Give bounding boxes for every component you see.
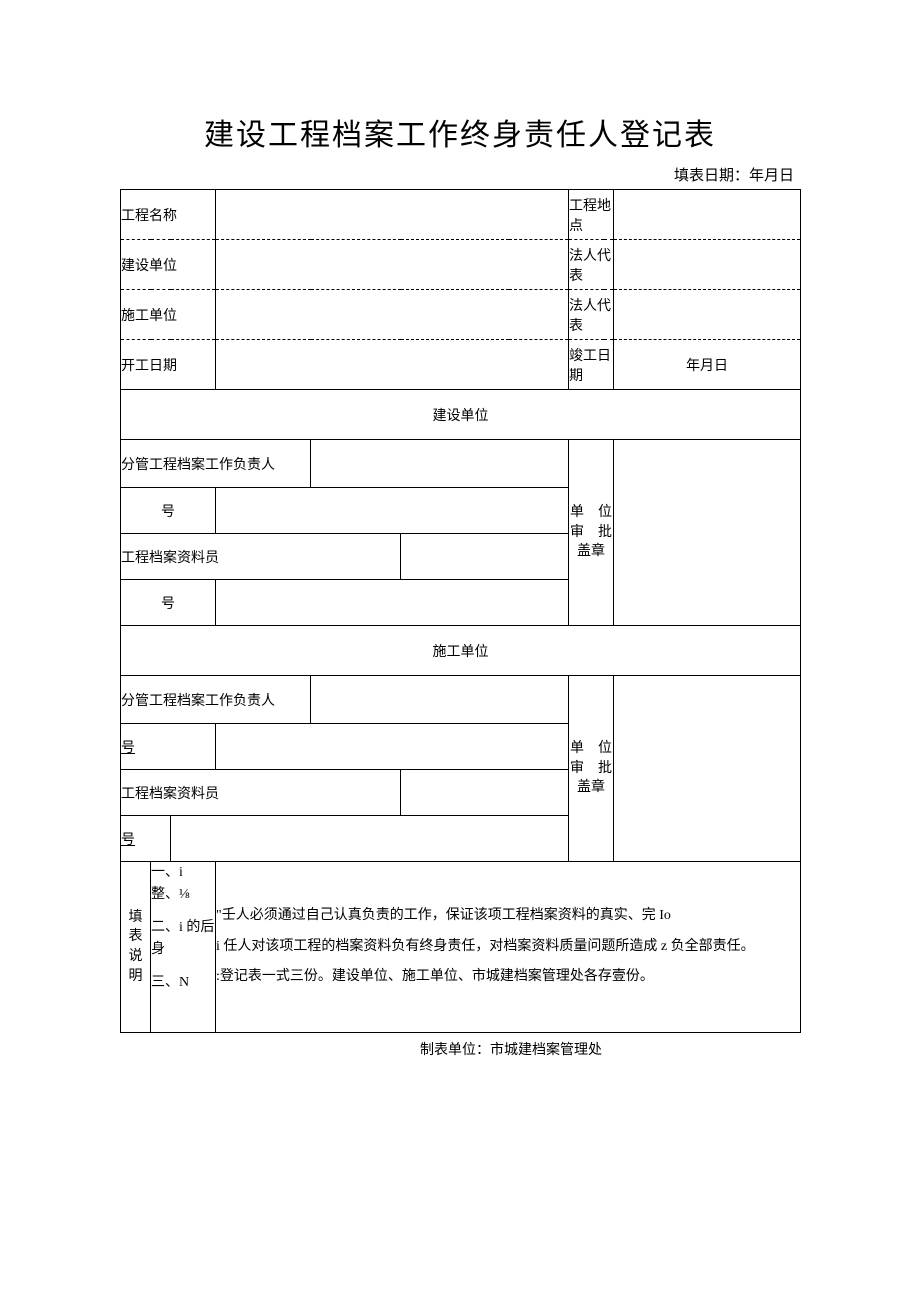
label-const-unit: 施工单位 [121,290,216,340]
label-build-seal: 单 位 审 批 盖章 [569,440,614,626]
desc-line-2: i 任人对该项工程的档案资料负有终身责任，对档案资料质量问题所造成 z 负全部责… [216,932,800,963]
value-const-unit [216,290,569,340]
value-project-name [216,190,569,240]
value-const-seal [614,676,801,862]
desc-left-2: 整、⅛ [151,884,215,906]
desc-line-1: "壬人必须通过自己认真负责的工作，保证该项工程档案资料的真实、完 Io [216,901,800,932]
value-const-no2 [171,816,569,862]
page-title: 建设工程档案工作终身责任人登记表 [120,110,800,154]
desc-left-3: 二、i 的后身 [151,917,215,962]
value-build-clerk [401,534,569,580]
label-build-unit: 建设单位 [121,240,216,290]
seal-line3b: 盖章 [569,778,613,798]
value-const-manager [311,676,569,724]
desc-line-3: :登记表一式三份。建设单位、施工单位、市城建档案管理处各存壹份。 [216,962,800,993]
seal-line1b: 单 位 [569,739,613,759]
label-build-manager: 分管工程档案工作负责人 [121,440,311,488]
fill-date-label: 填表日期：年月日 [120,164,800,185]
value-end-date: 年月日 [614,340,801,390]
label-start-date: 开工日期 [121,340,216,390]
form-table: 工程名称 工程地点 建设单位 法人代表 施工单位 法人代表 开工日期 竣工日期 … [120,189,801,1033]
label-end-date: 竣工日期 [569,340,614,390]
label-const-no2: 号 [121,816,171,862]
value-legal-rep-2 [614,290,801,340]
label-const-clerk: 工程档案资料员 [121,770,401,816]
desc-left-col: 一、i 整、⅛ 二、i 的后身 三、N [151,862,216,1033]
value-build-no2 [216,580,569,626]
desc-right-col: "壬人必须通过自己认真负责的工作，保证该项工程档案资料的真实、完 Io i 任人… [216,862,801,1033]
seal-line1: 单 位 [569,503,613,523]
label-project-name: 工程名称 [121,190,216,240]
value-build-no1 [216,488,569,534]
seal-line2b: 审 批 [569,759,613,779]
value-build-manager [311,440,569,488]
desc-left-1: 一、i [151,862,215,884]
value-const-no1 [216,724,569,770]
label-const-no1: 号 [121,724,216,770]
desc-left-4: 三、N [151,972,215,994]
value-legal-rep-1 [614,240,801,290]
label-legal-rep-1: 法人代表 [569,240,614,290]
section-build-header: 建设单位 [121,390,801,440]
section-const-header: 施工单位 [121,626,801,676]
value-start-date [216,340,569,390]
label-description-head: 填表说明 [121,862,151,1033]
value-build-seal [614,440,801,626]
value-const-clerk [401,770,569,816]
label-build-no1: 号 [121,488,216,534]
seal-line3: 盖章 [569,542,613,562]
page: 建设工程档案工作终身责任人登记表 填表日期：年月日 工程名称 工程地点 建设单位… [0,0,920,1301]
label-build-no2: 号 [121,580,216,626]
label-const-seal: 单 位 审 批 盖章 [569,676,614,862]
seal-line2: 审 批 [569,523,613,543]
value-build-unit [216,240,569,290]
value-project-location [614,190,801,240]
label-const-manager: 分管工程档案工作负责人 [121,676,311,724]
label-project-location: 工程地点 [569,190,614,240]
label-build-clerk: 工程档案资料员 [121,534,401,580]
label-legal-rep-2: 法人代表 [569,290,614,340]
footer-label: 制表单位：市城建档案管理处 [120,1039,800,1059]
